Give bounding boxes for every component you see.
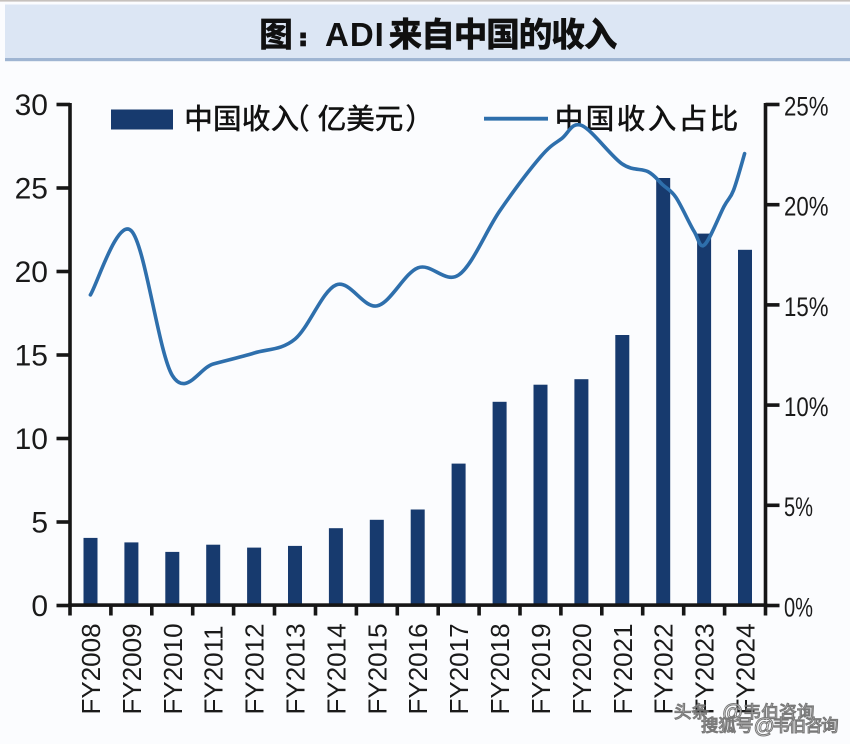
svg-text:FY2022: FY2022	[649, 623, 679, 714]
svg-text:FY2023: FY2023	[690, 623, 720, 714]
svg-text:FY2021: FY2021	[608, 623, 638, 714]
svg-text:@: @	[754, 715, 775, 738]
svg-text:25: 25	[15, 173, 48, 206]
svg-text:ADI: ADI	[325, 16, 385, 53]
svg-text:FY2014: FY2014	[321, 623, 351, 714]
svg-text:30: 30	[15, 89, 48, 122]
svg-text:FY2019: FY2019	[526, 623, 556, 714]
svg-text:FY2016: FY2016	[403, 623, 433, 714]
svg-text:25%: 25%	[784, 91, 829, 121]
svg-text:FY2018: FY2018	[485, 623, 515, 714]
svg-text:FY2020: FY2020	[567, 623, 597, 714]
svg-text:FY2011: FY2011	[199, 625, 229, 714]
svg-text:5%: 5%	[784, 492, 813, 522]
svg-text:5: 5	[31, 507, 48, 540]
svg-text:20: 20	[15, 256, 48, 289]
svg-text:0%: 0%	[784, 592, 813, 622]
svg-text:15: 15	[15, 340, 48, 373]
svg-text:15%: 15%	[784, 292, 829, 322]
svg-text:FY2017: FY2017	[444, 623, 474, 714]
svg-text:FY2010: FY2010	[158, 623, 188, 714]
svg-text:FY2008: FY2008	[76, 623, 106, 714]
svg-text:FY2009: FY2009	[117, 623, 147, 714]
svg-text:FY2013: FY2013	[281, 623, 311, 714]
svg-text:FY2024: FY2024	[731, 623, 761, 714]
svg-text:0: 0	[31, 590, 48, 623]
svg-text:FY2015: FY2015	[362, 623, 392, 714]
svg-text:FY2012: FY2012	[240, 623, 270, 714]
svg-text:10: 10	[15, 423, 48, 456]
svg-text:10%: 10%	[784, 392, 829, 422]
svg-text:20%: 20%	[784, 192, 829, 222]
